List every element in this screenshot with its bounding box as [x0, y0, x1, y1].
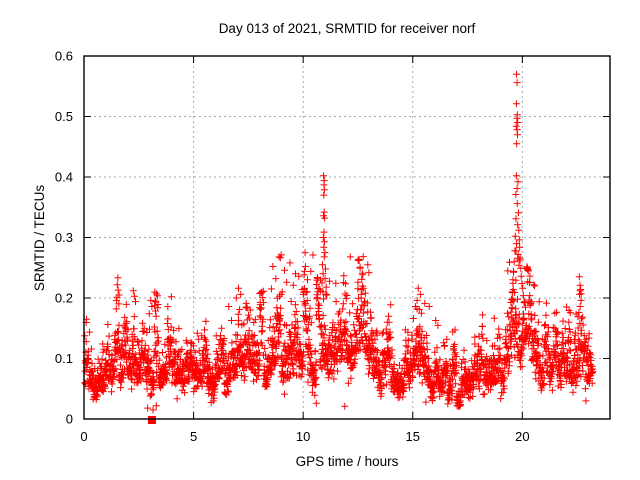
chart-title: Day 013 of 2021, SRMTID for receiver nor…	[219, 21, 476, 36]
zero-value-square-marker	[147, 416, 156, 424]
svg-text:20: 20	[515, 429, 529, 444]
x-axis-label: GPS time / hours	[296, 454, 399, 469]
svg-text:5: 5	[190, 429, 197, 444]
x-tick-labels: 0 5 10 15 20	[80, 429, 529, 444]
svg-text:10: 10	[296, 429, 310, 444]
y-axis-label: SRMTID / TECUs	[32, 185, 47, 292]
svg-text:0: 0	[66, 412, 73, 427]
svg-text:0: 0	[80, 429, 87, 444]
svg-text:0.2: 0.2	[55, 291, 73, 306]
svg-text:0.6: 0.6	[55, 49, 73, 64]
svg-text:0.3: 0.3	[55, 230, 73, 245]
svg-text:0.4: 0.4	[55, 170, 73, 185]
svg-text:0.1: 0.1	[55, 351, 73, 366]
data-points-plus-markers	[81, 70, 597, 414]
y-tick-labels: 0 0.1 0.2 0.3 0.4 0.5 0.6	[55, 49, 73, 427]
grid-lines	[84, 56, 610, 419]
svg-text:0.5: 0.5	[55, 109, 73, 124]
svg-text:15: 15	[406, 429, 420, 444]
plot-border	[83, 55, 611, 420]
